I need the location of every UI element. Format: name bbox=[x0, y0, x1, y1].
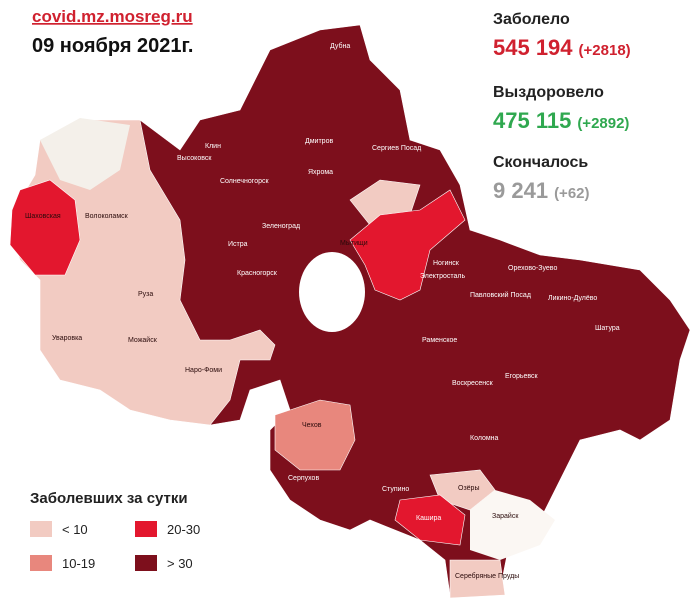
map-label: Дмитров bbox=[305, 138, 333, 145]
map-label: Можайск bbox=[128, 336, 158, 344]
map-labels: Дубна Дмитров Сергиев Посад Клин Высоков… bbox=[25, 42, 620, 580]
map-label: Серпухов bbox=[288, 475, 319, 482]
region-chekhov bbox=[274, 399, 356, 471]
map-label: Сергиев Посад bbox=[372, 145, 421, 152]
map-label: Озёры bbox=[458, 485, 479, 492]
source: covid.mz.mosreg.ru bbox=[32, 7, 193, 26]
stat-value: 545 194 (+2818) bbox=[493, 35, 631, 60]
stat-label: Выздоровело bbox=[493, 84, 604, 101]
region-zaraysk bbox=[470, 490, 555, 560]
stat-delta: (+62) bbox=[554, 185, 589, 202]
map-label: Электросталь bbox=[420, 273, 466, 280]
map-label: Раменское bbox=[422, 337, 457, 344]
stat-label: Скончалось bbox=[493, 154, 588, 171]
map-label: Зеленоград bbox=[262, 223, 300, 230]
legend-swatch bbox=[30, 521, 52, 537]
map-label: Высоковск bbox=[177, 155, 212, 162]
stats: Заболело 545 194 (+2818) Выздоровело 475 … bbox=[493, 11, 631, 203]
stat-value: 9 241 (+62) bbox=[493, 178, 590, 203]
map-label: Дубна bbox=[330, 42, 350, 50]
map-label: Мытищи bbox=[340, 240, 368, 247]
map-label: Руза bbox=[138, 291, 153, 298]
region-nodata bbox=[40, 118, 130, 190]
map-label: Кашира bbox=[416, 515, 441, 522]
map-label: Чехов bbox=[302, 422, 322, 429]
legend-title: Заболевших за сутки bbox=[30, 490, 188, 507]
map-label: Яхрома bbox=[308, 169, 333, 176]
map-label: Серебряные Пруды bbox=[455, 572, 519, 580]
map-label: Павловский Посад bbox=[470, 291, 531, 299]
map-label: Орехово-Зуево bbox=[508, 265, 557, 272]
stat-delta: (+2818) bbox=[579, 42, 631, 59]
map-label: Коломна bbox=[470, 435, 499, 442]
legend-swatch bbox=[30, 555, 52, 571]
map-label: Уваровка bbox=[52, 335, 82, 342]
legend-label: 10-19 bbox=[62, 556, 95, 571]
map-label: Егорьевск bbox=[505, 373, 539, 380]
legend-label: < 10 bbox=[62, 522, 88, 537]
map-label: Ногинск bbox=[433, 260, 460, 267]
map-label: Красногорск bbox=[237, 270, 278, 277]
legend-label: 20-30 bbox=[167, 522, 200, 537]
map-label: Волоколамск bbox=[85, 213, 129, 220]
stat-number: 9 241 bbox=[493, 178, 548, 203]
stat-number: 545 194 bbox=[493, 35, 573, 60]
map-label: Зарайск bbox=[492, 512, 519, 520]
legend-label: > 30 bbox=[167, 556, 193, 571]
region-west bbox=[9, 119, 276, 426]
map-label: Шаховская bbox=[25, 213, 61, 220]
map-label: Наро-Фоми bbox=[185, 367, 222, 374]
moscow bbox=[299, 252, 365, 332]
stat-value: 475 115 (+2892) bbox=[493, 108, 629, 133]
map-label: Солнечногорск bbox=[220, 178, 269, 185]
stat-label: Заболело bbox=[493, 11, 570, 28]
legend-swatch bbox=[135, 521, 157, 537]
map-label: Ликино-Дулёво bbox=[548, 295, 597, 302]
map: Дубна Дмитров Сергиев Посад Клин Высоков… bbox=[9, 24, 691, 599]
legend-swatch bbox=[135, 555, 157, 571]
map-label: Клин bbox=[205, 143, 221, 150]
map-label: Ступино bbox=[382, 486, 409, 493]
region-serebryanye bbox=[449, 559, 506, 599]
legend: Заболевших за сутки < 10 10-19 20-30 > 3… bbox=[30, 490, 200, 571]
map-label: Воскресенск bbox=[452, 380, 494, 387]
map-label: Шатура bbox=[595, 325, 620, 332]
region-east-red bbox=[349, 189, 466, 301]
map-label: Истра bbox=[228, 241, 248, 248]
date: 09 ноября 2021г. bbox=[32, 35, 193, 57]
region-shakhovskaya bbox=[9, 179, 81, 276]
region-kashira bbox=[394, 494, 466, 546]
stat-delta: (+2892) bbox=[577, 115, 629, 132]
stat-number: 475 115 bbox=[493, 108, 571, 133]
